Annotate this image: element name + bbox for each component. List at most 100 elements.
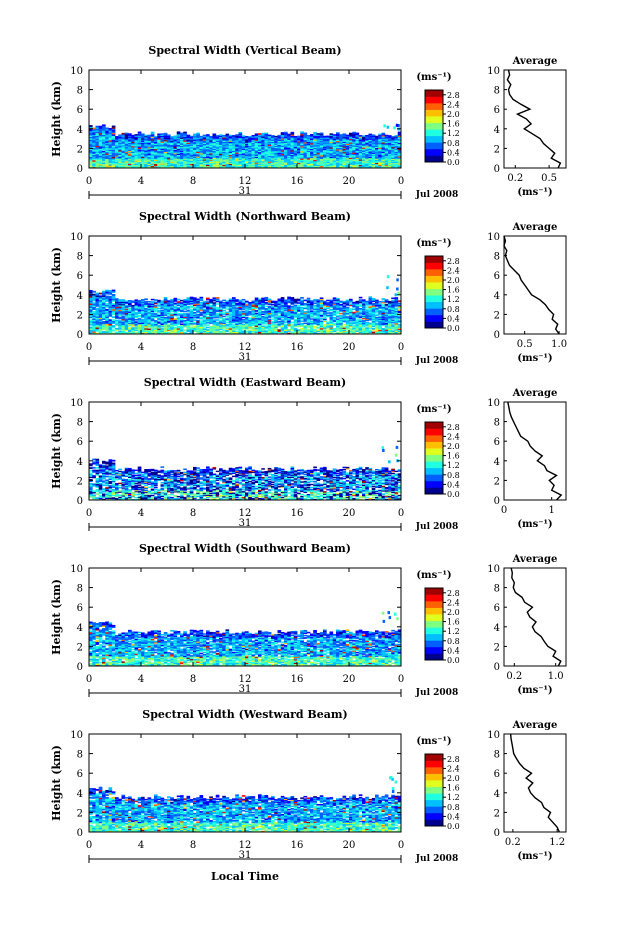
heatmap-cell — [98, 132, 103, 135]
heatmap-cell — [277, 150, 282, 152]
heatmap-cell — [131, 163, 135, 166]
heatmap-cell — [160, 330, 165, 333]
heatmap-cell — [319, 164, 324, 167]
heatmap-cell — [167, 147, 171, 150]
heatmap-cell — [173, 158, 178, 160]
heatmap-cell — [258, 163, 262, 165]
heatmap-cell — [150, 161, 155, 164]
heatmap-cell — [349, 158, 353, 161]
heatmap-cell — [108, 141, 113, 144]
heatmap-cell — [391, 163, 395, 166]
heatmap-cell — [358, 140, 363, 143]
heatmap-cell — [212, 144, 217, 147]
heatmap-cell — [167, 316, 171, 318]
heatmap-cell — [108, 134, 113, 137]
heatmap-cell — [124, 306, 129, 308]
heatmap-cell — [121, 300, 126, 302]
heatmap-cell — [209, 163, 213, 166]
heatmap-cell — [189, 296, 194, 299]
heatmap-cell — [362, 141, 366, 144]
heatmap-cell — [189, 164, 194, 167]
heatmap-cell — [124, 132, 129, 135]
heatmap-cell — [342, 138, 347, 140]
heatmap-cell — [111, 160, 116, 163]
heatmap-cell — [108, 313, 113, 316]
heatmap-cell — [365, 153, 369, 156]
heatmap-cell — [176, 155, 181, 158]
heatmap-cell — [215, 313, 220, 315]
heatmap-cell — [267, 137, 272, 140]
heatmap-cell — [154, 330, 158, 333]
heatmap-cell — [173, 307, 178, 310]
heatmap-cell — [384, 163, 389, 166]
heatmap-cell — [124, 133, 129, 136]
heatmap-cell — [206, 157, 210, 160]
heatmap-cell — [134, 325, 139, 328]
heatmap-cell — [173, 311, 178, 313]
heatmap-cell — [310, 310, 314, 312]
heatmap-cell — [232, 150, 236, 152]
heatmap-cell — [349, 157, 353, 159]
heatmap-cell — [391, 139, 395, 141]
heatmap-cell — [92, 296, 96, 299]
heatmap-cell — [329, 162, 334, 164]
heatmap-cell — [141, 163, 145, 165]
heatmap-cell — [170, 139, 174, 141]
heatmap-cell — [131, 139, 135, 141]
heatmap-cell — [173, 160, 178, 162]
heatmap-cell — [219, 136, 223, 139]
heatmap-cell — [128, 300, 132, 302]
heatmap-cell — [238, 139, 243, 141]
heatmap-cell — [102, 140, 106, 143]
heatmap-cell — [306, 150, 311, 152]
heatmap-cell — [381, 149, 386, 151]
heatmap-cell — [235, 138, 239, 141]
heatmap-cell — [332, 327, 337, 330]
heatmap-cell — [251, 152, 256, 155]
heatmap-cell — [238, 140, 243, 142]
heatmap-cell — [284, 151, 288, 153]
heatmap-cell — [111, 139, 116, 142]
heatmap-cell — [293, 137, 298, 139]
heatmap-cell — [219, 147, 223, 150]
heatmap-cell — [115, 304, 119, 306]
heatmap-cell — [258, 140, 262, 142]
heatmap-cell — [258, 162, 262, 164]
heatmap-cell — [313, 154, 317, 157]
heatmap-cell — [235, 142, 239, 144]
heatmap-cell — [167, 159, 171, 161]
heatmap-cell — [92, 153, 96, 155]
heatmap-cell — [349, 148, 353, 150]
heatmap-cell — [102, 323, 106, 326]
heatmap-cell — [160, 331, 165, 334]
heatmap-cell — [131, 153, 135, 156]
heatmap-cell — [150, 148, 155, 151]
heatmap-cell — [92, 323, 96, 326]
heatmap-cell — [160, 310, 165, 313]
heatmap-cell — [287, 142, 291, 145]
heatmap-cell — [183, 153, 187, 156]
heatmap-cell — [111, 145, 116, 148]
heatmap-cell — [241, 158, 246, 160]
heatmap-cell — [219, 137, 223, 140]
heatmap-cell — [267, 318, 272, 321]
heatmap-cell — [381, 133, 386, 136]
heatmap-cell — [170, 323, 174, 326]
heatmap-cell — [326, 152, 330, 155]
heatmap-cell — [388, 162, 392, 165]
heatmap-cell — [339, 154, 343, 156]
heatmap-cell — [176, 133, 181, 136]
heatmap-cell — [186, 146, 191, 149]
heatmap-cell — [362, 140, 366, 143]
heatmap-cell — [365, 140, 369, 142]
heatmap-cell — [118, 321, 122, 323]
heatmap-cell — [170, 148, 174, 151]
heatmap-cell — [147, 305, 152, 307]
heatmap-cell — [319, 154, 324, 157]
heatmap-cell — [215, 143, 220, 146]
heatmap-cell — [131, 314, 135, 317]
heatmap-cell — [128, 143, 132, 146]
heatmap-cell — [111, 307, 116, 310]
heatmap-cell — [352, 164, 356, 166]
heatmap-cell — [111, 125, 116, 128]
